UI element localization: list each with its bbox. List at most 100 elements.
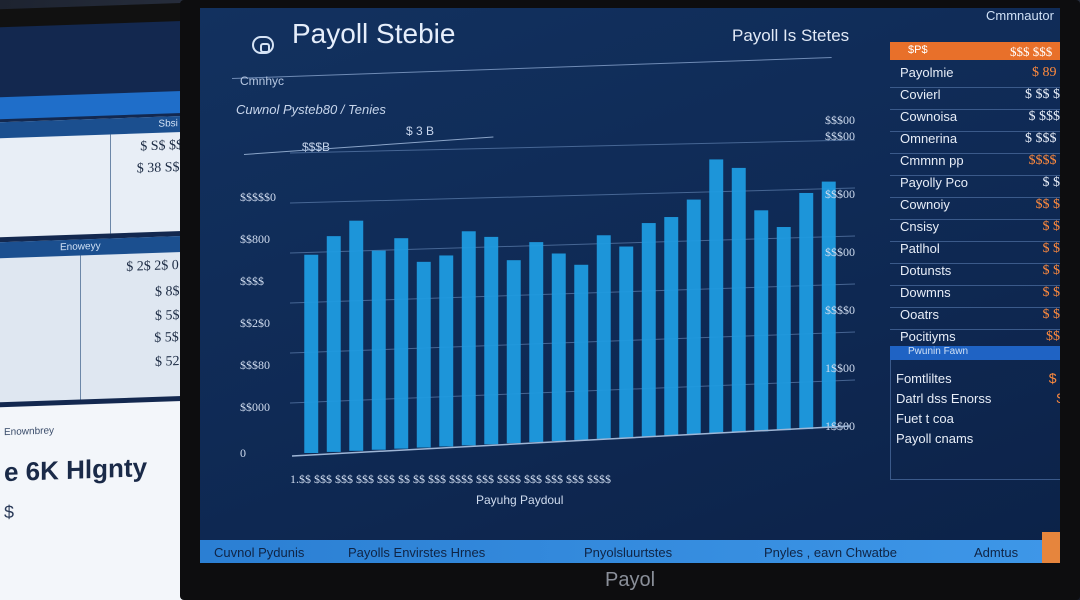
footer-tab[interactable]: Payolls Envirstes Hrnes [348,545,486,560]
bar [506,260,521,444]
y-tick-label: $$2$0 [240,316,270,330]
summary-row-label: Omnerina [900,131,958,146]
left-detail-panel: Enoweyy $ 2$ 2$ 0 S $ 8$ 0 $ 5$ $ $ 5$ S… [0,235,200,403]
app-title: Payoll Stebie [292,18,456,49]
y-tick-label-right: $$$00 [825,129,855,143]
header-status: Payoll Is Stetes [732,26,850,45]
summary-row[interactable]: Payolmie $ 89 $$ [890,62,1060,88]
left-panel-header: Sbsi BS [0,115,200,139]
y-tick-label: $$800 [240,232,270,246]
highlight-label: Pwunin Fawn [908,346,969,357]
y-tick-label-right: $$$00 [825,113,855,127]
bar [529,242,544,443]
mini-stat: $$$B [302,140,331,154]
summary-row-label: Pocitiyms [900,329,956,344]
summary-row-label: Patlhol [900,241,940,256]
bar [641,223,656,437]
bar [551,253,566,442]
footer-accent [1042,532,1060,563]
panel-title: Cmmnautor [986,8,1054,23]
y-tick-label-right: $$$$0 [825,303,855,317]
gridline [289,139,856,154]
panel-header-bar [890,42,1060,60]
panel-header-value: $$$ $$$ [1010,44,1053,59]
y-axis-left: 0 $$000 $$$80 $$2$0 $$$$ $$800 $$$$$0 [240,190,276,460]
summary-row[interactable]: Cmmnn pp $$$$ $$ [890,150,1060,176]
y-tick-label-right: 1$$00 [825,361,855,375]
bar [709,159,724,434]
left-top-bar [0,90,200,120]
bar [686,199,701,435]
divider [80,255,81,400]
summary-row[interactable]: Omnerina $ $$$ $$ [890,128,1060,154]
summary-row[interactable]: Cnsisy $ $$$ [890,216,1060,242]
x-axis-line [291,425,851,457]
summary-row[interactable]: Ooatrs $ $$$ [890,304,1060,330]
summary-row-label: Fuet t coa [896,411,954,426]
highlight-bar [890,346,1060,360]
summary-row[interactable]: Covierl $ $$ $$$ [890,84,1060,110]
summary-lower-row[interactable]: Datrl dss Enorss $ $ [896,390,1060,408]
footer-tab[interactable]: Cuvnol Pydunis [214,545,305,560]
summary-row[interactable]: Dowmns $ $$$ [890,282,1060,308]
summary-row-value: $ $$ [1048,370,1060,386]
summary-row-value: $$$$ [1046,329,1060,344]
summary-row-label: Cmmnn pp [900,153,964,168]
main-monitor: Payoll Stebie Payoll Is Stetes Cmnhyc Cu… [180,0,1080,600]
breadcrumb[interactable]: Cuwnol Pysteb80 / Tenies [236,102,386,117]
summary-row-value: $ $ [1057,390,1060,406]
summary-row[interactable]: Cownoiy $$ $$$ [890,194,1060,220]
bar [754,210,769,432]
summary-row-value: $ $$$ [1042,241,1061,256]
summary-row-value: $ $$$ [1042,219,1061,234]
bar [799,192,814,430]
bar [619,246,634,438]
summary-lower-row[interactable]: Fuet t coa$ [896,410,1060,428]
summary-row-value: $ $$$ [1042,263,1061,278]
section-label: Cmnhyc [240,74,285,88]
summary-row-value: $ $$$ [1042,307,1061,322]
y-tick-label: $$000 [240,400,270,414]
y-tick-label: $$$$$0 [240,190,276,204]
bar [304,254,319,453]
bar [394,238,409,449]
summary-row[interactable]: Patlhol $ $$$ [890,238,1060,264]
gridline [289,235,856,254]
summary-row[interactable]: Cownoisa $ $$$$$ [890,106,1060,132]
summary-lower-row[interactable]: Payoll cnams$$ [896,430,1060,448]
x-axis-label: Payuhg Paydoul [476,493,563,507]
footer-tab[interactable]: Admtus [974,545,1019,560]
footer-tab[interactable]: Pnyolsluurtstes [584,545,673,560]
summary-row-value: $ 89 $$ [1032,65,1060,80]
left-section-label: Enoweyy [0,235,200,259]
summary-row-label: Cownoisa [900,109,958,124]
summary-row-value: $$ $$$ [1035,197,1061,212]
footer-tab[interactable]: Pnyles , eavn Chwatbe [764,545,897,560]
gridline [289,187,856,204]
summary-row-label: Dowmns [900,285,951,300]
x-tick-labels: 1.$$ $$$ $$$ $$$ $$$ $$ $$ $$$ $$$$ $$$ … [290,472,611,486]
left-summary-panel: Sbsi BS $ S$ $$$ $ 38 S$ $ [0,115,200,238]
summary-row-value: $ $$$$$ [1028,109,1061,124]
bar [326,236,341,452]
summary-row-label: Covierl [900,87,941,102]
payroll-bar-chart: 0$$000$$$80$$2$0$$$$$$800$$$$$0 1$$001$$… [240,113,856,507]
summary-row[interactable]: Dotunsts $ $$$ [890,260,1060,286]
summary-row[interactable]: Payolly Pco $ $$$ [890,172,1060,198]
summary-row-value: $ $$ $$$ [1025,87,1060,102]
summary-lower-row[interactable]: Fomtliltes $ $$ [896,370,1060,388]
monitor-brand-label: Payol [604,569,656,591]
bar [439,255,454,447]
y-tick-label-right: $$$00 [825,245,855,259]
bar [731,167,746,433]
left-caption: Enownbrey [4,425,55,439]
summary-box [890,360,1060,480]
bar [349,220,364,451]
mini-stat: $ 3 B [406,124,435,138]
summary-row-label: Datrl dss Enorss [896,391,992,406]
summary-row-label: Ooatrs [900,307,940,322]
footer-bar [200,540,1060,563]
bar [484,236,499,445]
y-tick-label: $$$$ [240,274,264,288]
